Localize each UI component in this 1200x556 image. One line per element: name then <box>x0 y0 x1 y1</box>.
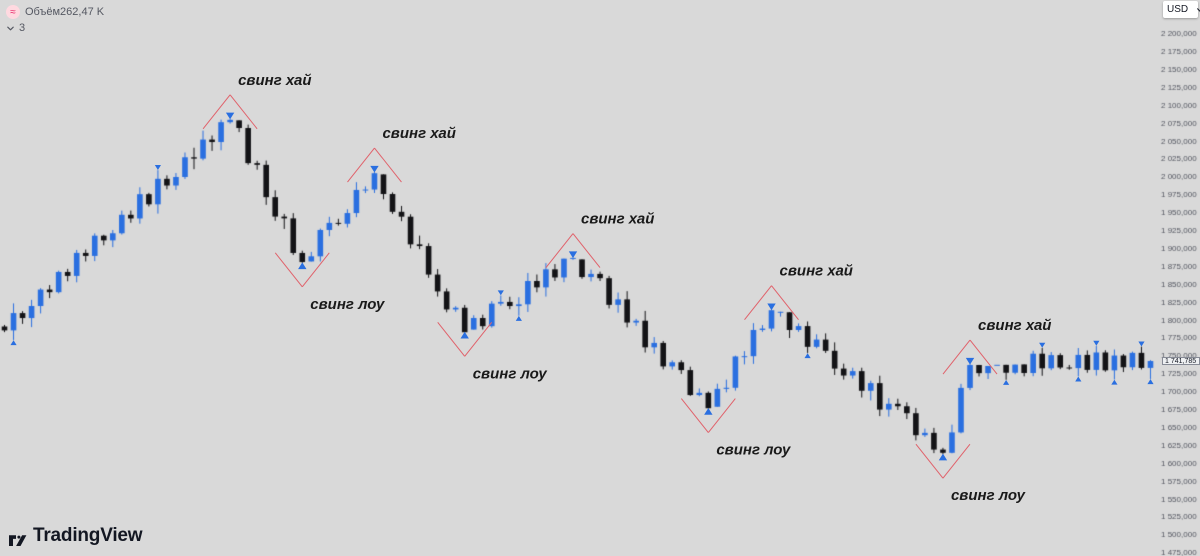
svg-text:свинг лоу: свинг лоу <box>951 487 1026 504</box>
svg-text:свинг хай: свинг хай <box>780 263 853 280</box>
svg-text:свинг хай: свинг хай <box>581 211 654 228</box>
svg-text:свинг хай: свинг хай <box>382 125 455 142</box>
svg-text:свинг хай: свинг хай <box>978 317 1051 334</box>
svg-text:свинг лоу: свинг лоу <box>473 365 548 382</box>
svg-text:свинг лоу: свинг лоу <box>716 442 791 459</box>
svg-text:свинг лоу: свинг лоу <box>310 296 385 313</box>
svg-text:свинг хай: свинг хай <box>238 72 311 89</box>
